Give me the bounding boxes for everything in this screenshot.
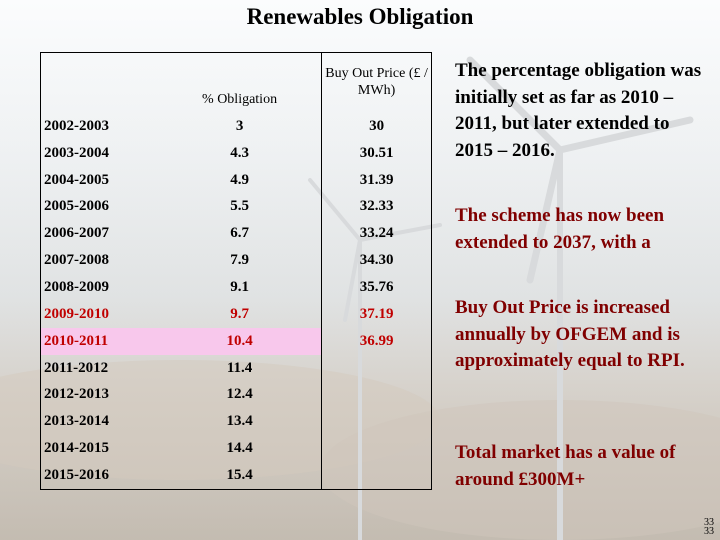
table-row: 2007-2008 7.9 34.30 (39, 247, 432, 275)
obligation-cell: 4.9 (230, 171, 249, 188)
obligation-cell: 9.1 (230, 278, 249, 295)
price-cell: 36.99 (321, 327, 432, 355)
obligation-cell: 10.4 (157, 327, 322, 355)
note-buy-out-price: Buy Out Price is increased annually by O… (455, 297, 685, 371)
obligation-cell: 5.5 (230, 198, 249, 215)
obligation-cell: 3 (235, 117, 244, 134)
year-cell: 2005-2006 (39, 193, 158, 221)
page-title: Renewables Obligation (246, 4, 474, 29)
page-number-shadow: 33 (704, 526, 714, 537)
header-obligation: % Obligation (157, 52, 322, 113)
price-cell: 32.33 (321, 193, 432, 221)
year-cell: 2008-2009 (39, 274, 158, 301)
table-row: 2006-2007 6.7 33.24 (39, 220, 432, 248)
obligation-cell: 11.4 (226, 359, 253, 376)
price-cell (321, 435, 432, 462)
price-cell: 35.76 (321, 274, 432, 301)
table-row: 2008-2009 9.1 35.76 (39, 274, 432, 301)
price-cell: 33.24 (321, 220, 432, 248)
obligation-cell: 4.3 (230, 144, 249, 161)
year-cell: 2010-2011 (39, 327, 158, 355)
note-scheme-extended: The scheme has now been extended to 2037… (455, 205, 665, 253)
obligation-cell: 7.9 (230, 252, 249, 269)
price-cell (321, 354, 432, 382)
price-cell: 37.19 (321, 300, 432, 328)
note-initial-obligation: The percentage obligation was initially … (455, 60, 702, 161)
header-buy-out-price: Buy Out Price (£ / MWh) (321, 52, 432, 113)
table-row: 2005-2006 5.5 32.33 (39, 193, 432, 221)
table-row: 2002-2003 3 30 (39, 113, 432, 140)
price-cell: 30 (321, 113, 432, 140)
obligation-cell: 12.4 (226, 386, 253, 403)
year-cell: 2002-2003 (39, 113, 158, 140)
table-row: 2003-2004 4.3 30.51 (39, 139, 432, 167)
year-cell: 2009-2010 (39, 300, 158, 328)
table-row: 2011-2012 11.4 (39, 354, 432, 382)
obligation-cell: 13.4 (226, 413, 253, 430)
year-cell: 2011-2012 (39, 354, 158, 382)
page-number: 33 33 (704, 517, 714, 537)
year-cell: 2006-2007 (39, 220, 158, 248)
table-row: 2013-2014 13.4 (39, 408, 432, 436)
year-cell: 2012-2013 (39, 381, 158, 409)
header-year-cell (39, 52, 158, 113)
obligation-cell: 6.7 (230, 225, 249, 242)
price-cell: 30.51 (321, 139, 432, 167)
obligation-table: % Obligation Buy Out Price (£ / MWh) 200… (39, 52, 432, 490)
obligation-cell: 15.4 (157, 461, 322, 490)
page-number-main: 33 (704, 517, 714, 528)
year-cell: 2013-2014 (39, 408, 158, 436)
note-market-value: Total market has a value of around £300M… (455, 442, 676, 490)
table-row: 2009-2010 9.7 37.19 (39, 300, 432, 328)
table-row: 2010-2011 10.4 36.99 (39, 327, 432, 355)
table-row: 2012-2013 12.4 (39, 381, 432, 409)
obligation-cell: 14.4 (226, 440, 253, 457)
year-cell: 2007-2008 (39, 247, 158, 275)
table-row: 2004-2005 4.9 31.39 (39, 166, 432, 194)
price-cell (321, 408, 432, 436)
table-row: 2015-2016 15.4 (39, 461, 432, 490)
year-cell: 2003-2004 (39, 139, 158, 167)
price-cell: 31.39 (321, 166, 432, 194)
obligation-cell: 9.7 (230, 305, 249, 322)
year-cell: 2015-2016 (39, 461, 158, 490)
price-cell (321, 461, 432, 490)
table-row: 2014-2015 14.4 (39, 435, 432, 462)
year-cell: 2014-2015 (39, 435, 158, 462)
price-cell (321, 381, 432, 409)
price-cell: 34.30 (321, 247, 432, 275)
table-header-row: % Obligation Buy Out Price (£ / MWh) (39, 52, 432, 113)
year-cell: 2004-2005 (39, 166, 158, 194)
